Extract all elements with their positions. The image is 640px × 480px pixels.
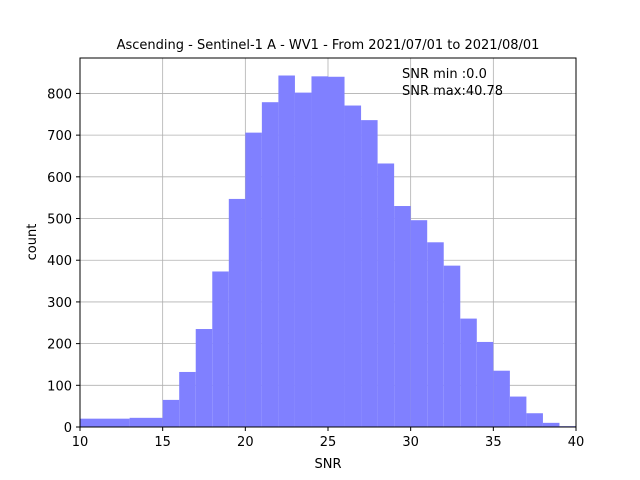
histogram-bar <box>361 120 378 427</box>
histogram-bar <box>344 105 362 428</box>
histogram-bar <box>542 422 560 427</box>
x-axis-label: SNR <box>314 457 341 472</box>
histogram-bar <box>476 341 494 427</box>
y-tick-label: 500 <box>47 213 72 228</box>
histogram-bar <box>261 102 279 428</box>
x-tick-label: 10 <box>72 435 89 450</box>
histogram-bar <box>162 399 180 427</box>
histogram-bar <box>493 370 510 427</box>
histogram-bars <box>80 75 576 428</box>
y-tick-label: 600 <box>47 171 72 186</box>
snr-min-annotation: SNR min :0.0 <box>402 67 487 82</box>
histogram-bar <box>460 318 477 427</box>
x-tick-label: 20 <box>237 435 254 450</box>
histogram-bar <box>410 220 428 427</box>
x-tick-label: 40 <box>568 435 585 450</box>
y-tick-label: 100 <box>47 379 72 394</box>
histogram-bar <box>427 242 444 427</box>
x-tick-label: 15 <box>154 435 171 450</box>
y-tick-label: 800 <box>47 87 72 102</box>
y-tick-label: 200 <box>47 338 72 353</box>
histogram-bar <box>228 198 246 427</box>
histogram-bar <box>212 271 229 427</box>
histogram-bar <box>526 413 543 427</box>
histogram-bar <box>328 76 345 428</box>
x-tick-label: 30 <box>402 435 419 450</box>
y-tick-label: 400 <box>47 254 72 269</box>
histogram-bar <box>294 92 312 427</box>
histogram-bar <box>394 206 411 427</box>
histogram-bar <box>509 396 527 427</box>
x-tick-label: 35 <box>485 435 502 450</box>
y-tick-label: 0 <box>64 421 72 436</box>
y-axis-label: count <box>25 224 40 261</box>
histogram-bar <box>80 418 130 427</box>
histogram-bar <box>278 75 295 427</box>
histogram-bar <box>179 371 196 427</box>
histogram-bar <box>443 265 461 427</box>
x-tick-label: 25 <box>320 435 337 450</box>
histogram-bar <box>129 417 163 427</box>
y-tick-label: 300 <box>47 296 72 311</box>
histogram-bar <box>377 163 395 427</box>
histogram-bar <box>245 132 262 427</box>
y-tick-label: 700 <box>47 129 72 144</box>
snr-max-annotation: SNR max:40.78 <box>402 84 503 99</box>
chart-title: Ascending - Sentinel-1 A - WV1 - From 20… <box>117 38 540 53</box>
histogram-bar <box>195 329 213 427</box>
histogram-bar <box>311 76 328 427</box>
